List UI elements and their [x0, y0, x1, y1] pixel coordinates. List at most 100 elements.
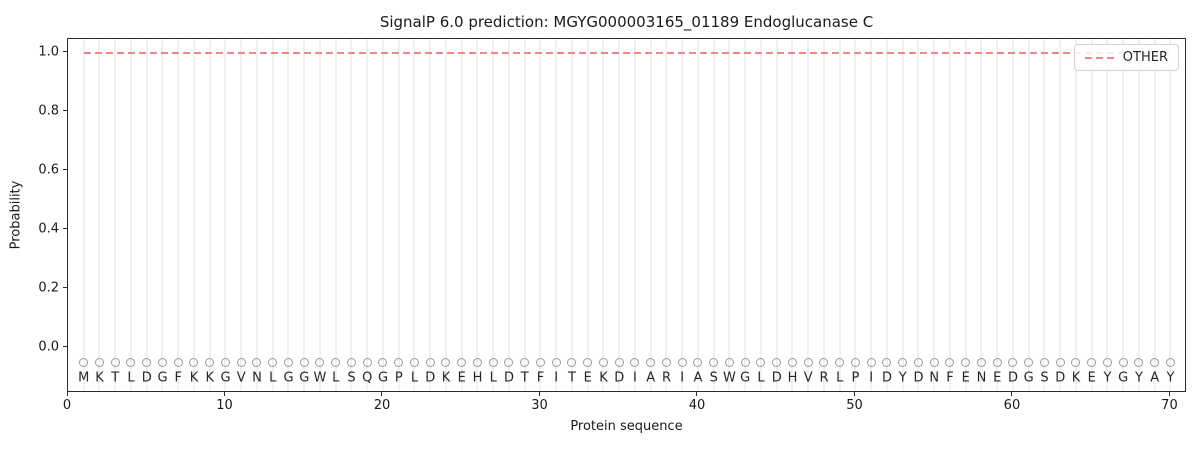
gridline — [444, 39, 447, 391]
x-axis-tick — [853, 392, 855, 396]
gridline — [696, 39, 699, 391]
residue-letter: K — [205, 370, 214, 385]
gridline — [854, 39, 857, 391]
x-axis-tick-label: 10 — [216, 398, 233, 413]
residue-letter: L — [836, 370, 844, 385]
gridline — [649, 39, 652, 391]
legend-label: OTHER — [1122, 50, 1168, 65]
y-axis-tick — [63, 228, 67, 230]
gridline — [429, 39, 432, 391]
residue-marker-icon — [409, 358, 419, 368]
residue-letter: K — [599, 370, 608, 385]
gridline — [555, 39, 558, 391]
residue-marker-icon — [173, 358, 183, 368]
residue-letter: L — [757, 370, 765, 385]
residue-letter: Y — [1166, 370, 1175, 385]
gridline — [460, 39, 463, 391]
residue-letter: N — [929, 370, 940, 385]
residue-marker-icon — [441, 358, 451, 368]
gridline — [964, 39, 967, 391]
residue-letter: G — [1023, 370, 1034, 385]
residue-marker-icon — [961, 358, 971, 368]
residue-letter: F — [536, 370, 545, 385]
residue-letter: D — [771, 370, 782, 385]
y-axis-tick — [63, 51, 67, 53]
residue-letter: I — [554, 370, 559, 385]
residue-letter: S — [1040, 370, 1049, 385]
residue-marker-icon — [551, 358, 561, 368]
residue-marker-icon — [724, 358, 734, 368]
x-axis-tick — [1011, 392, 1013, 396]
residue-letter: Y — [898, 370, 907, 385]
residue-letter: I — [869, 370, 874, 385]
residue-letter: W — [313, 370, 327, 385]
gridline — [681, 39, 684, 391]
gridline — [381, 39, 384, 391]
residue-marker-icon — [220, 358, 230, 368]
y-axis-tick-label: 0.8 — [38, 103, 59, 119]
residue-marker-icon — [520, 358, 530, 368]
y-axis-tick-label: 1.0 — [38, 44, 59, 60]
gridline — [586, 39, 589, 391]
residue-marker-icon — [866, 358, 876, 368]
gridline — [192, 39, 195, 391]
residue-letter: G — [220, 370, 231, 385]
residue-letter: G — [377, 370, 389, 385]
x-axis-tick — [223, 392, 225, 396]
residue-marker-icon — [331, 358, 341, 368]
gridline — [318, 39, 321, 391]
gridline — [1059, 39, 1062, 391]
residue-marker-icon — [535, 358, 545, 368]
residue-marker-icon — [1087, 358, 1097, 368]
residue-letter: K — [95, 370, 104, 385]
gridline — [996, 39, 999, 391]
residue-letter: H — [472, 370, 483, 385]
residue-marker-icon — [378, 358, 388, 368]
gridline — [366, 39, 369, 391]
gridline — [114, 39, 117, 391]
gridline — [665, 39, 668, 391]
gridline — [1169, 39, 1172, 391]
residue-marker-icon — [268, 358, 278, 368]
residue-marker-icon — [1071, 358, 1081, 368]
x-axis-tick — [696, 392, 698, 396]
residue-letter: P — [394, 370, 403, 385]
residue-marker-icon — [787, 358, 797, 368]
residue-letter: T — [520, 370, 529, 385]
residue-marker-icon — [252, 358, 262, 368]
residue-letter: Q — [362, 370, 373, 385]
residue-marker-icon — [425, 358, 435, 368]
residue-marker-icon — [1039, 358, 1049, 368]
residue-letter: M — [78, 370, 90, 385]
x-axis-tick-label: 60 — [1003, 398, 1021, 413]
gridline — [145, 39, 148, 391]
residue-letter: D — [913, 370, 924, 385]
residue-letter: H — [787, 370, 798, 385]
gridline — [492, 39, 495, 391]
gridline — [980, 39, 983, 391]
residue-letter: D — [881, 370, 892, 385]
residue-marker-icon — [1118, 358, 1128, 368]
residue-letter: Y — [1134, 370, 1143, 385]
gridline — [161, 39, 164, 391]
gridline — [82, 39, 85, 391]
residue-letter: N — [252, 370, 262, 385]
residue-marker-icon — [1024, 358, 1034, 368]
residue-marker-icon — [1150, 358, 1160, 368]
residue-marker-icon — [992, 358, 1002, 368]
residue-letter: G — [740, 370, 751, 385]
residue-marker-icon — [126, 358, 136, 368]
residue-marker-icon — [614, 358, 624, 368]
residue-letter: T — [567, 370, 576, 385]
residue-letter: D — [614, 370, 625, 385]
gridline — [208, 39, 211, 391]
gridline — [1153, 39, 1156, 391]
gridline — [775, 39, 778, 391]
gridline — [822, 39, 825, 391]
residue-letter: E — [961, 370, 970, 385]
gridline — [1011, 39, 1014, 391]
residue-letter: E — [457, 370, 466, 385]
residue-letter: V — [236, 370, 246, 385]
residue-marker-icon — [646, 358, 656, 368]
